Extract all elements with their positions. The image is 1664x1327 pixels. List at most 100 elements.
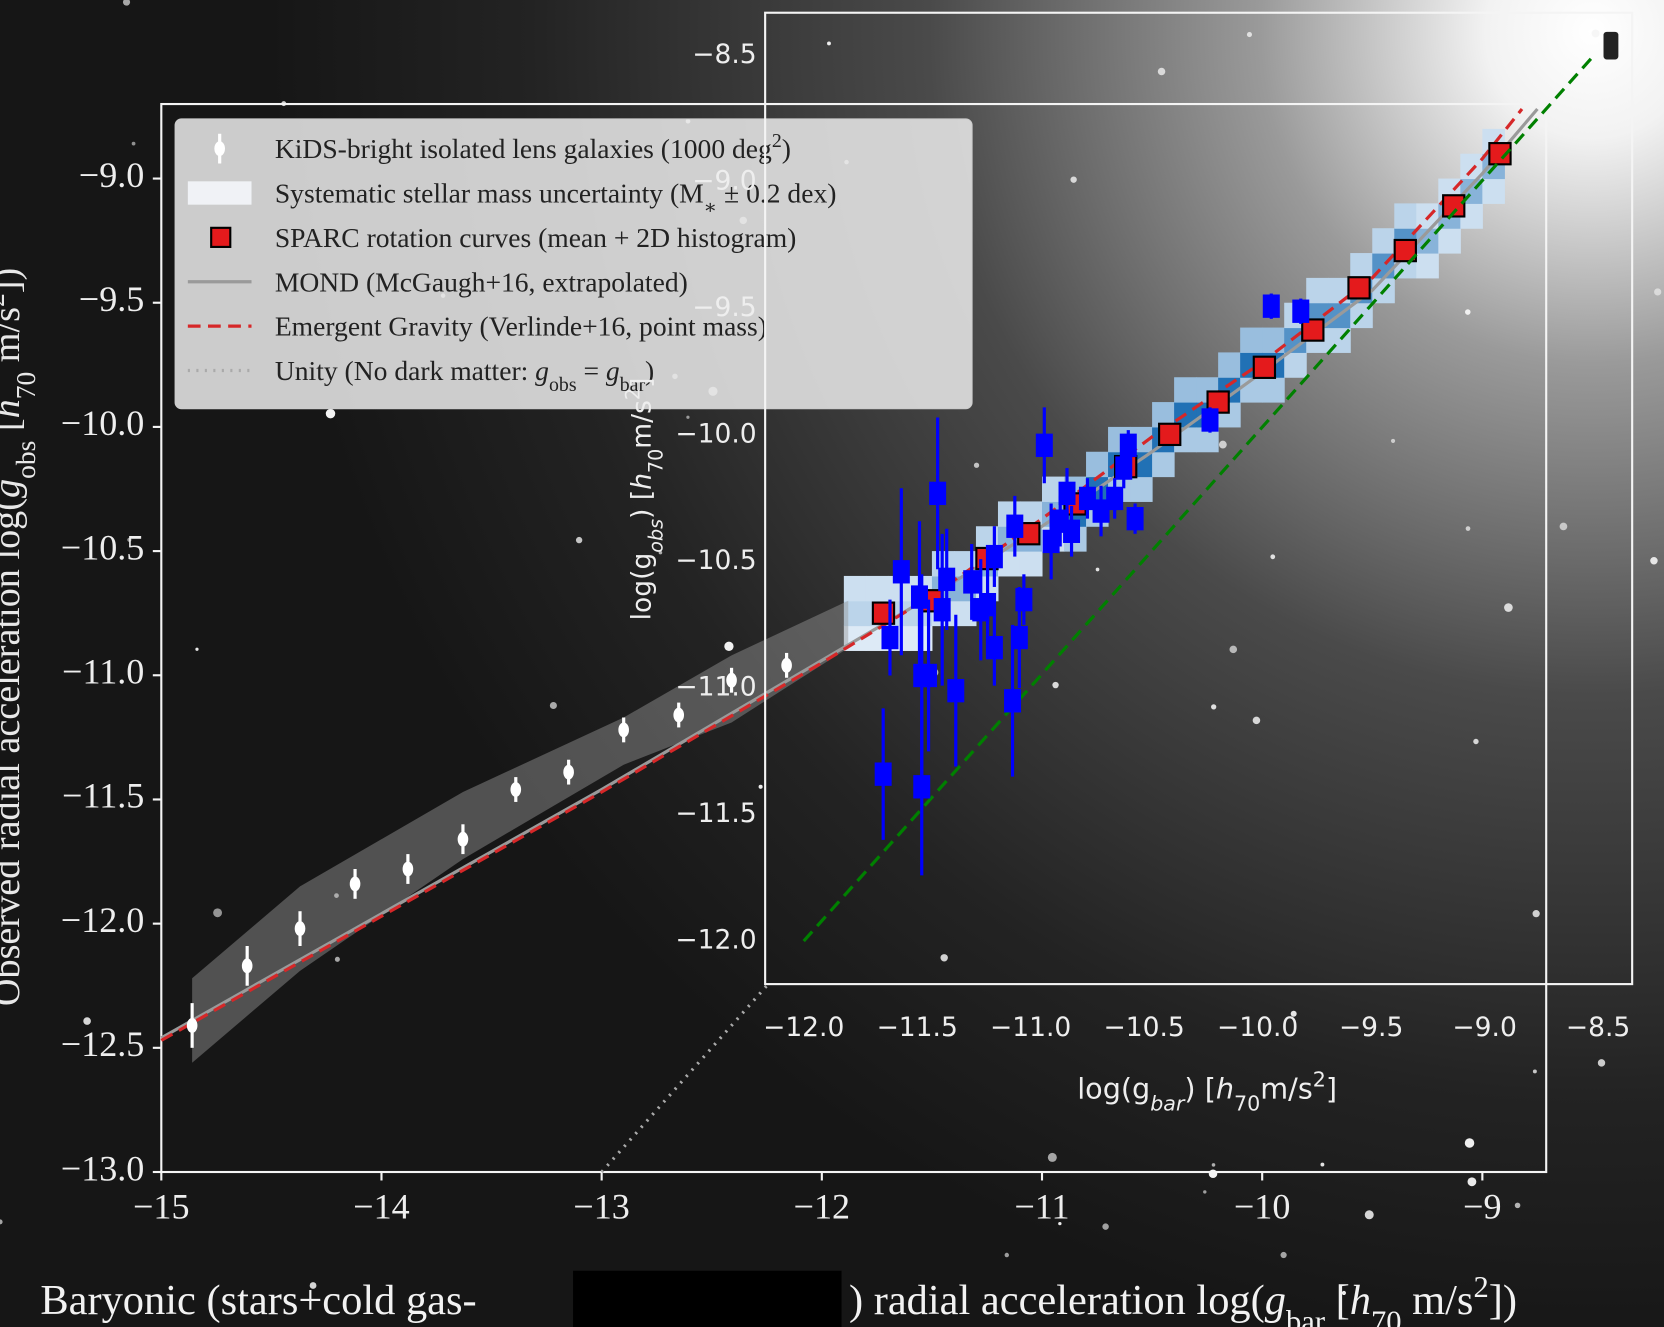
x-tick-label: −9.0 xyxy=(1452,1012,1516,1043)
histogram-cell xyxy=(1020,551,1043,576)
data-point xyxy=(1263,294,1280,317)
histogram-cell xyxy=(1306,278,1329,303)
chart: −15−14−13−12−11−10−9−13.0−12.5−12.0−11.5… xyxy=(0,0,1664,1327)
histogram-cell xyxy=(1394,203,1417,228)
y-tick-label: −10.5 xyxy=(675,545,756,576)
data-point xyxy=(986,545,1003,568)
data-point xyxy=(893,560,910,583)
star xyxy=(1320,1163,1324,1167)
star xyxy=(1650,557,1657,564)
text-part: bar xyxy=(1150,1092,1186,1116)
redaction xyxy=(573,1271,841,1327)
data-point xyxy=(187,1018,198,1033)
text-part: Observed radial acceleration log( xyxy=(0,498,28,1006)
star xyxy=(1504,603,1513,612)
y-tick-label: −11.5 xyxy=(62,776,144,816)
text-part: Unity (No dark matter: xyxy=(275,355,535,386)
star xyxy=(1473,739,1478,744)
star xyxy=(1048,1153,1057,1162)
star xyxy=(1270,554,1275,559)
data-point xyxy=(938,568,955,591)
histogram-cell xyxy=(1482,179,1505,204)
star xyxy=(1253,717,1261,725)
data-point xyxy=(875,762,892,785)
data-point xyxy=(1036,434,1053,457)
text-part: m/s xyxy=(0,307,28,372)
star xyxy=(1203,1190,1206,1193)
star xyxy=(1533,910,1540,917)
text-part: ] xyxy=(627,378,658,388)
y-tick-label: −13.0 xyxy=(61,1148,144,1188)
histogram-cell xyxy=(1218,352,1241,377)
star xyxy=(1219,441,1227,449)
y-tick-label: −9.5 xyxy=(79,279,144,319)
star xyxy=(1158,68,1166,76)
data-point xyxy=(673,708,684,723)
star xyxy=(335,957,340,962)
star xyxy=(550,702,557,709)
data-point xyxy=(881,626,898,649)
text-part: h xyxy=(627,473,658,490)
text-part: h xyxy=(0,399,28,418)
histogram-cell xyxy=(1350,253,1373,278)
star xyxy=(940,954,947,961)
x-axis-label: ) radial acceleration log(gbar [h70 m/s2… xyxy=(849,1270,1517,1327)
x-tick-label: −9 xyxy=(1463,1187,1501,1227)
x-tick-label: −10.5 xyxy=(1104,1012,1185,1043)
histogram-cell xyxy=(1262,377,1285,402)
x-tick-label: −11.0 xyxy=(990,1012,1071,1043)
histogram-cell xyxy=(1372,228,1395,253)
star xyxy=(213,908,222,917)
y-tick-label: −11.5 xyxy=(675,798,756,829)
star xyxy=(195,648,198,651)
sparc-point xyxy=(1254,357,1275,378)
legend-handle xyxy=(214,141,225,156)
text-part: ∗ xyxy=(704,197,717,219)
histogram-cell xyxy=(1086,452,1109,477)
x-tick-label: −12 xyxy=(794,1187,850,1227)
star xyxy=(1052,682,1058,688)
y-tick-label: −9.0 xyxy=(692,166,756,197)
data-point xyxy=(1004,689,1021,712)
data-point xyxy=(1120,434,1137,457)
text-part: log(g xyxy=(627,553,658,621)
star xyxy=(1468,1177,1477,1186)
data-point xyxy=(929,482,946,505)
text-part: ) radial acceleration log( xyxy=(849,1277,1265,1324)
x-tick-label: −10.0 xyxy=(1217,1012,1298,1043)
histogram-cell xyxy=(1416,253,1439,278)
artifact xyxy=(1604,32,1619,60)
y-tick-label: −11.0 xyxy=(62,652,144,692)
star xyxy=(1560,523,1568,531)
text-part: 2 xyxy=(621,388,644,400)
text-part: obs xyxy=(644,519,667,553)
data-point xyxy=(1043,530,1060,553)
star xyxy=(326,409,335,418)
data-point xyxy=(350,876,361,891)
text-part: 70 xyxy=(644,449,667,473)
star xyxy=(724,642,733,651)
data-point xyxy=(1015,588,1032,611)
data-point xyxy=(920,664,937,687)
star xyxy=(1211,704,1216,709)
text-part: 70 xyxy=(10,372,41,400)
star xyxy=(132,142,136,146)
x-tick-label: −9.5 xyxy=(1339,1012,1403,1043)
text-part: ] xyxy=(1326,1072,1337,1106)
y-tick-label: −8.5 xyxy=(692,39,756,70)
text-part: ]) xyxy=(0,268,28,293)
star xyxy=(576,537,582,543)
star xyxy=(1592,29,1600,37)
text-part: bar xyxy=(1286,1304,1325,1327)
sparc-point xyxy=(1348,277,1369,298)
text-part: 70 xyxy=(1234,1092,1260,1116)
legend-label: MOND (McGaugh+16, extrapolated) xyxy=(275,266,688,297)
text-part: obs xyxy=(549,374,577,396)
y-tick-label: −11.0 xyxy=(675,672,756,703)
text-part: = xyxy=(577,355,606,386)
star xyxy=(974,463,979,468)
data-point xyxy=(963,570,980,593)
text-part: log(g xyxy=(1077,1072,1150,1106)
data-point xyxy=(618,722,629,737)
x-tick-label: −15 xyxy=(133,1187,189,1227)
